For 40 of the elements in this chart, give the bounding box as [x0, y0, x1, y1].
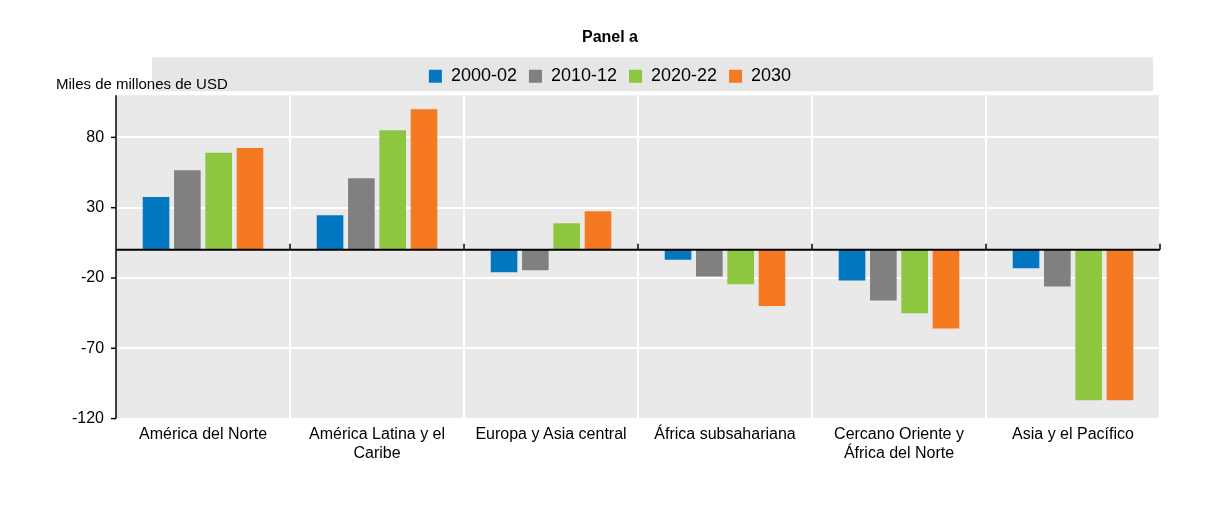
y-axis-title: Miles de millones de USD: [56, 74, 228, 92]
bar: [553, 223, 580, 250]
bar: [870, 249, 897, 301]
bar: [838, 249, 866, 281]
x-tick-label: África subsahariana: [654, 423, 796, 442]
bar: [236, 147, 264, 250]
bar: [1044, 249, 1071, 287]
legend-label: 2000-02: [450, 65, 517, 86]
bar: [205, 152, 232, 250]
bar: [142, 197, 170, 250]
legend-label: 2010-12: [550, 65, 618, 86]
bar: [522, 249, 549, 271]
bar: [316, 215, 344, 250]
bar: [348, 178, 375, 250]
bar: [1012, 249, 1040, 269]
bar: [932, 249, 960, 329]
y-tick-label: -120: [71, 409, 105, 427]
bar: [379, 130, 406, 250]
chart-title: Panel a: [581, 28, 639, 46]
x-tick-label: América del Norte: [139, 424, 268, 442]
x-tick-label: Europa y Asia central: [475, 424, 627, 442]
x-tick-label: América Latina y el Caribe: [308, 424, 446, 461]
y-tick-label: -70: [80, 338, 105, 356]
bar: [696, 249, 723, 277]
bar: [727, 249, 754, 285]
x-tick-label: Asia y el Pacífico: [1012, 424, 1135, 442]
bar: [758, 249, 786, 307]
legend-label: 2020-22: [651, 65, 718, 86]
bar: [901, 249, 928, 314]
bar: [490, 249, 518, 273]
bar: [410, 109, 438, 250]
bar: [584, 211, 612, 250]
x-tick-label: Cercano Oriente y África del Norte: [834, 424, 964, 461]
legend-label: 2030: [751, 65, 792, 86]
bar: [174, 170, 201, 250]
y-tick-label: 80: [86, 127, 105, 145]
bar: [1106, 249, 1134, 401]
y-tick-label: -20: [80, 268, 105, 286]
bar: [1075, 249, 1102, 401]
y-tick-label: 30: [86, 198, 105, 216]
